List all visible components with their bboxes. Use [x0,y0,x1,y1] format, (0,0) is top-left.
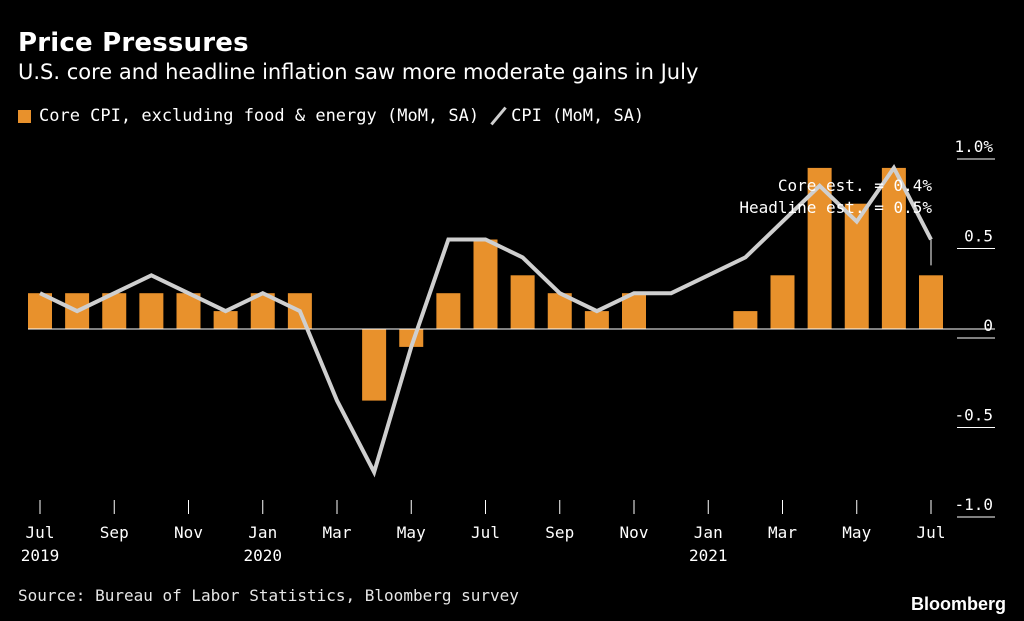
y-tick-label: -0.5 [954,406,993,425]
core-bar [510,275,535,329]
x-tick-label: Jan [248,523,277,542]
core-bar [139,293,164,329]
core-bar [733,311,758,329]
core-bar [844,203,869,329]
core-bar [473,239,498,329]
y-tick-label: 0 [983,316,993,335]
x-year-label: 2019 [21,546,60,565]
x-tick-label: Sep [100,523,129,542]
x-tick-label: Jul [917,523,946,542]
core-bar [362,329,387,401]
x-year-label: 2021 [689,546,728,565]
x-tick-label: Jan [694,523,723,542]
x-year-label: 2020 [243,546,282,565]
source-note: Source: Bureau of Labor Statistics, Bloo… [18,586,519,605]
x-tick-label: Mar [768,523,797,542]
core-bar [436,293,461,329]
x-tick-label: Sep [545,523,574,542]
x-tick-label: May [842,523,871,542]
legend-cpi-label: CPI (MoM, SA) [511,106,645,126]
core-bar [213,311,238,329]
legend-core-label: Core CPI, excluding food & energy (MoM, … [39,106,480,126]
x-tick-label: Nov [620,523,649,542]
core-bar [919,275,943,329]
y-tick-label: -1.0 [954,495,993,514]
legend: Core CPI, excluding food & energy (MoM, … [18,106,644,126]
x-tick-label: Mar [323,523,352,542]
cpi-line [39,164,933,478]
headline-estimate-annotation: Headline est. = 0.5% [739,198,932,217]
x-tick-label: Jul [26,523,55,542]
chart-subtitle: U.S. core and headline inflation saw mor… [18,60,699,84]
y-tick-label: 1.0% [954,137,993,156]
core-estimate-annotation: Core est. = 0.4% [778,176,932,195]
core-bar [584,311,609,329]
legend-core-swatch [18,109,31,123]
core-bar [881,167,906,329]
x-tick-label: Jul [471,523,500,542]
bloomberg-logo: Bloomberg [910,594,1006,614]
x-tick-label: May [397,523,426,542]
y-tick-label: 0.5 [964,227,993,246]
chart-title: Price Pressures [18,28,249,58]
x-tick-label: Nov [174,523,203,542]
core-bar [770,275,795,329]
